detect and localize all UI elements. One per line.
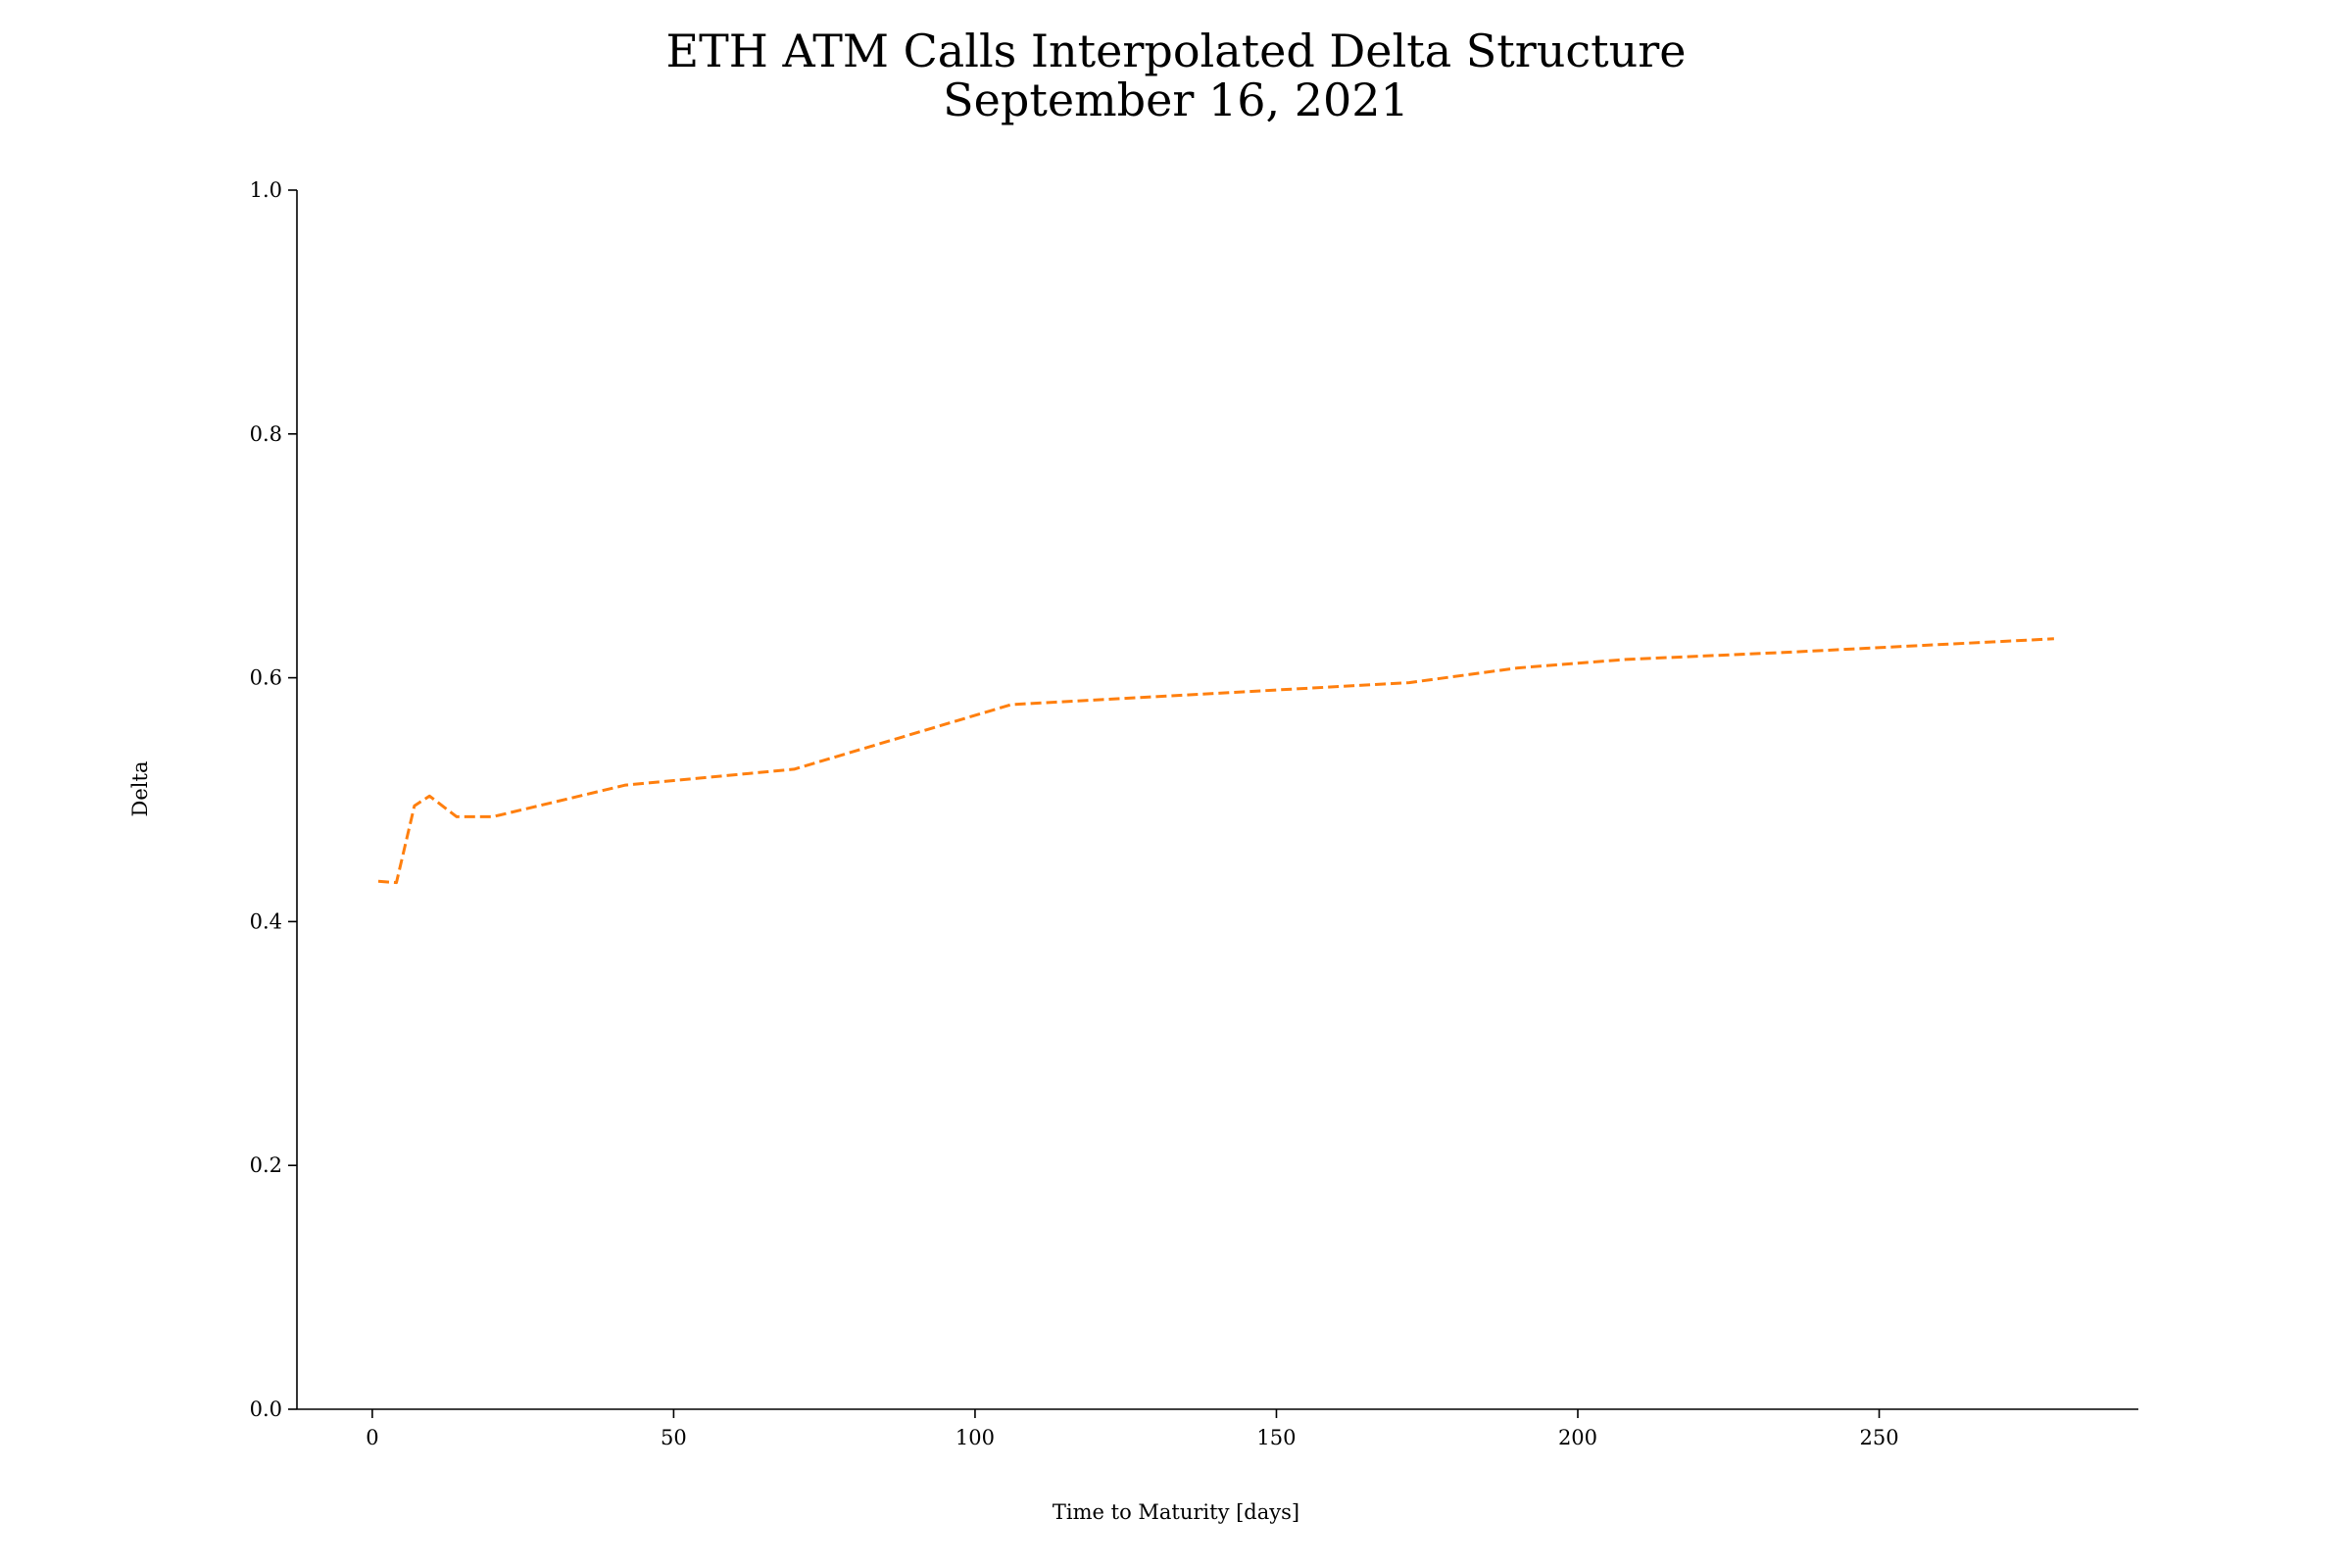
y-tick-label: 0.2: [250, 1153, 282, 1177]
y-axis: 0.0 0.2 0.4 0.6 0.8 1.0: [250, 178, 298, 1421]
chart-title: ETH ATM Calls Interpolated Delta Structu…: [666, 24, 1687, 77]
x-axis: 0 50 100 150 200 250: [297, 1408, 2138, 1449]
y-tick-label: 1.0: [250, 178, 282, 202]
x-tick-label: 0: [366, 1426, 378, 1449]
series-line-0: [377, 637, 2054, 885]
series-layer: [377, 637, 2054, 885]
x-tick-label: 250: [1859, 1426, 1898, 1449]
x-tick-label: 100: [956, 1426, 995, 1449]
y-tick-label: 0.0: [250, 1397, 282, 1421]
y-axis-label: Delta: [128, 761, 152, 817]
y-tick-label: 0.6: [250, 666, 282, 690]
chart-subtitle: September 16, 2021: [943, 74, 1409, 126]
y-tick-label: 0.4: [250, 909, 282, 933]
x-tick-label: 150: [1256, 1426, 1296, 1449]
x-tick-label: 50: [661, 1426, 687, 1449]
x-axis-label: Time to Maturity [days]: [1053, 1500, 1299, 1524]
x-tick-label: 200: [1558, 1426, 1597, 1449]
y-tick-label: 0.8: [250, 422, 282, 446]
